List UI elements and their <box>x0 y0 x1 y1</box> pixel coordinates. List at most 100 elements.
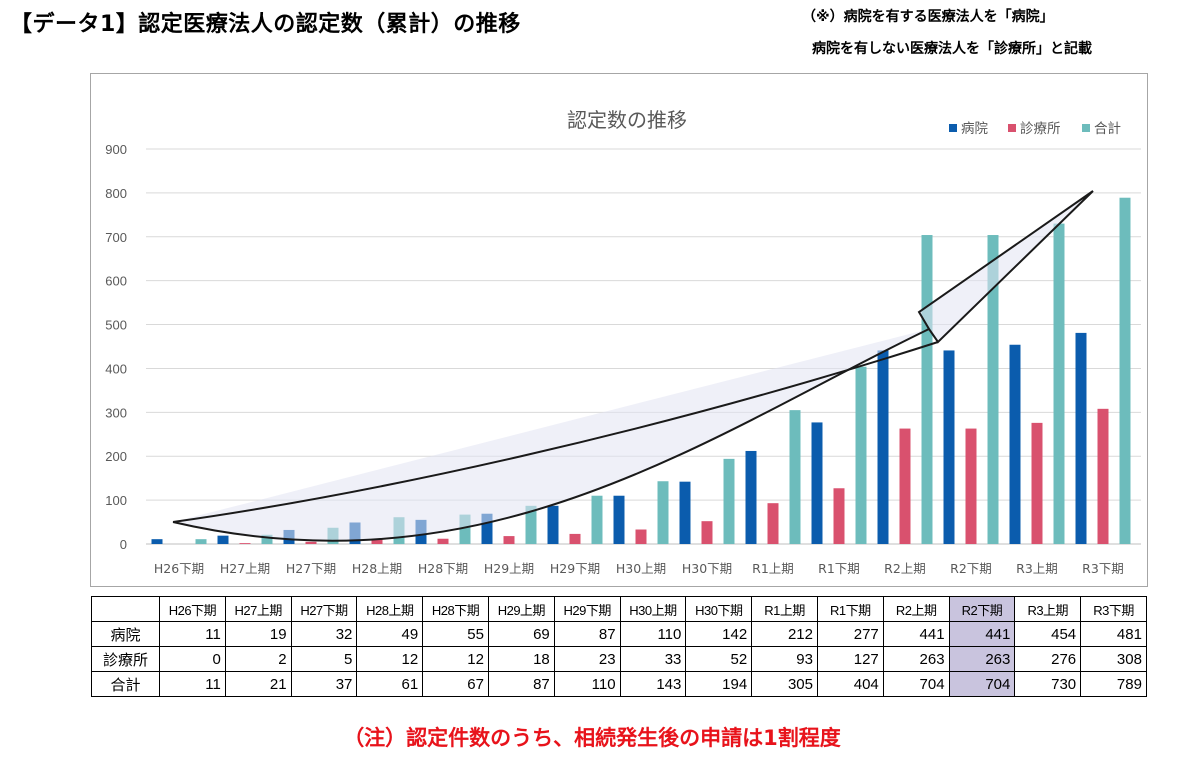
x-tick-label: H26下期 <box>154 561 204 576</box>
table-cell: 110 <box>619 621 687 647</box>
bar-病院 <box>613 495 625 544</box>
x-tick-label: H29上期 <box>484 561 534 576</box>
table-cell: 481 <box>1080 621 1147 647</box>
x-tick-label: R2下期 <box>950 561 992 576</box>
bar-病院 <box>1009 344 1021 544</box>
note-line-2: 病院を有しない医療法人を「診療所」と記載 <box>812 41 1092 57</box>
table-cell: 704 <box>882 671 950 697</box>
bar-診療所 <box>635 529 647 544</box>
table-cell: 61 <box>356 671 424 697</box>
table-cell: 11 <box>159 621 226 647</box>
table-cell: 18 <box>487 646 555 672</box>
x-tick-label: R1下期 <box>818 561 860 576</box>
table-cell: 67 <box>422 671 489 697</box>
bar-診療所 <box>569 533 581 544</box>
table-row-label: 診療所 <box>91 646 160 672</box>
bar-病院 <box>481 513 493 544</box>
table-col-header: H28下期 <box>422 596 489 622</box>
y-tick-label: 300 <box>105 405 127 420</box>
bar-合計 <box>921 235 933 544</box>
bar-病院 <box>547 505 559 544</box>
table-cell: 127 <box>816 646 884 672</box>
table-col-header: R2下期 <box>948 596 1016 622</box>
y-tick-label: 500 <box>105 318 127 333</box>
table-col-header: H26下期 <box>159 596 226 622</box>
page-title: 【データ1】認定医療法人の認定数（累計）の推移 <box>10 12 521 37</box>
bar-病院 <box>679 481 691 544</box>
bar-診療所 <box>833 488 845 544</box>
table-cell: 32 <box>290 621 358 647</box>
bar-合計 <box>789 410 801 544</box>
table-col-header: H27上期 <box>224 596 292 622</box>
legend-swatch-病院 <box>949 124 957 132</box>
bar-診療所 <box>239 543 251 544</box>
bar-診療所 <box>503 536 515 544</box>
table-cell: 142 <box>685 621 753 647</box>
bar-診療所 <box>899 428 911 544</box>
bar-診療所 <box>701 521 713 544</box>
y-tick-label: 600 <box>105 274 127 289</box>
table-cell: 263 <box>948 646 1016 672</box>
table-cell: 52 <box>685 646 753 672</box>
bar-診療所 <box>1031 422 1043 544</box>
table-cell: 55 <box>422 621 489 647</box>
table-cell: 263 <box>882 646 950 672</box>
y-tick-label: 800 <box>105 186 127 201</box>
legend-label-診療所: 診療所 <box>1020 120 1061 137</box>
table-col-header: R1上期 <box>751 596 818 622</box>
table-cell: 110 <box>553 671 621 697</box>
table-col-header: H29上期 <box>487 596 555 622</box>
table-cell: 2 <box>224 646 292 672</box>
bar-診療所 <box>965 428 977 544</box>
y-tick-label: 400 <box>105 361 127 376</box>
legend-label-病院: 病院 <box>961 121 989 137</box>
table-cell: 87 <box>553 621 621 647</box>
bar-合計 <box>657 481 669 544</box>
bar-診療所 <box>1097 408 1109 544</box>
table-col-header: H30下期 <box>685 596 753 622</box>
trend-arrow-lower-edge <box>172 341 939 523</box>
bar-合計 <box>723 458 735 544</box>
table-col-header: H29下期 <box>553 596 621 622</box>
x-tick-label: H29下期 <box>550 561 600 576</box>
table-cell: 308 <box>1080 646 1147 672</box>
bar-合計 <box>855 366 867 544</box>
bar-病院 <box>811 422 823 544</box>
bar-病院 <box>877 350 889 544</box>
y-tick-label: 200 <box>105 449 127 464</box>
table-cell: 37 <box>290 671 358 697</box>
table-cell: 305 <box>751 671 818 697</box>
legend-label-合計: 合計 <box>1094 121 1121 137</box>
bar-病院 <box>745 450 757 544</box>
x-tick-label: H27上期 <box>220 561 270 576</box>
table-col-header: H27下期 <box>290 596 358 622</box>
table-cell: 404 <box>816 671 884 697</box>
bar-病院 <box>151 539 163 544</box>
table-cell: 93 <box>751 646 818 672</box>
trend-arrow-layer <box>172 190 1094 542</box>
table-cell: 194 <box>685 671 753 697</box>
table-row: 診療所 0 2 5 12 12 18 23 33 52 93 127 263 263 276 308 <box>91 646 1147 672</box>
bar-合計 <box>591 495 603 544</box>
legend-swatch-合計 <box>1082 124 1090 132</box>
bar-病院 <box>943 350 955 544</box>
table-cell: 33 <box>619 646 687 672</box>
bar-診療所 <box>371 538 383 544</box>
table-col-header: H30上期 <box>619 596 687 622</box>
x-tick-label: H28上期 <box>352 561 402 576</box>
table-cell: 12 <box>356 646 424 672</box>
table-cell: 789 <box>1080 671 1147 697</box>
bar-合計 <box>987 235 999 544</box>
data-table: H26下期 H27上期 H27下期 H28上期 H28下期 H29上期 H29下期 H30上期… <box>91 596 1147 697</box>
y-tick-label: 700 <box>105 230 127 245</box>
table-cell: 19 <box>224 621 292 647</box>
bar-診療所 <box>305 541 317 544</box>
y-tick-label: 100 <box>105 493 127 508</box>
table-col-header: R3下期 <box>1080 596 1147 622</box>
chart-title: 認定数の推移 <box>567 108 687 132</box>
footnote: （注）認定件数のうち、相続発生後の申請は1割程度 <box>343 726 841 750</box>
chart-frame: 0 100 200 300 400 500 600 700 800 900 H26下期 H27上期 H2… <box>90 73 1148 587</box>
table-col-header: H28上期 <box>356 596 424 622</box>
table-cell: 5 <box>290 646 358 672</box>
bar-合計 <box>1053 223 1065 544</box>
